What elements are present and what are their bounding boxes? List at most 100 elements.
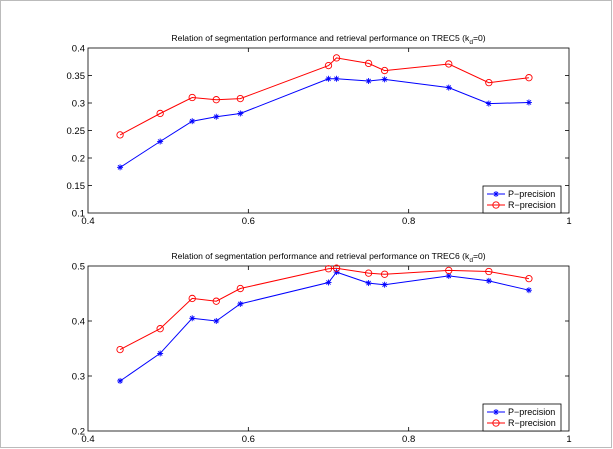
data-point xyxy=(157,138,164,145)
asterisk-stroke xyxy=(334,76,339,82)
data-point xyxy=(237,110,244,117)
asterisk-stroke xyxy=(493,191,499,197)
chart-title-subscript: d xyxy=(469,39,473,46)
asterisk-stroke xyxy=(189,118,195,124)
chart-1: Relation of segmentation performance and… xyxy=(67,33,572,227)
chart-title-main: Relation of segmentation performance and… xyxy=(171,251,470,261)
series-r-precision xyxy=(116,54,533,139)
data-point xyxy=(485,100,492,107)
chart-title-tail: =0) xyxy=(473,33,486,43)
series-line xyxy=(119,271,530,382)
legend-label: R−precision xyxy=(508,418,556,428)
series-line xyxy=(119,267,529,351)
data-point xyxy=(333,75,340,82)
asterisk-stroke xyxy=(326,76,331,82)
asterisk-stroke xyxy=(117,164,123,170)
data-point xyxy=(188,294,196,303)
x-tick-label: 0.8 xyxy=(402,434,415,445)
data-point xyxy=(381,281,388,288)
data-point xyxy=(213,113,220,120)
data-point xyxy=(117,377,124,384)
data-point xyxy=(324,265,333,273)
data-point xyxy=(525,287,532,294)
asterisk-stroke xyxy=(493,409,499,415)
legend-label: P−precision xyxy=(508,407,555,417)
asterisk-stroke xyxy=(366,78,372,84)
legend-label: P−precision xyxy=(508,189,555,199)
x-tick-label: 0.4 xyxy=(81,216,94,227)
y-tick-label: 0.2 xyxy=(72,154,85,165)
data-point xyxy=(237,300,244,307)
data-point xyxy=(325,279,332,286)
data-point xyxy=(333,269,340,276)
asterisk-stroke xyxy=(446,85,452,91)
asterisk-stroke xyxy=(237,111,243,116)
y-tick-label: 0.4 xyxy=(72,44,85,55)
data-point xyxy=(156,325,164,333)
asterisk-stroke xyxy=(157,139,163,144)
asterisk-stroke xyxy=(382,282,388,288)
y-tick-label: 0.1 xyxy=(72,209,85,220)
data-point xyxy=(213,318,220,324)
asterisk-stroke xyxy=(326,280,331,285)
x-tick-label: 1 xyxy=(566,434,571,445)
data-point xyxy=(445,60,453,68)
data-point xyxy=(332,264,341,272)
data-point xyxy=(189,315,196,322)
chart-2: Relation of segmentation performance and… xyxy=(72,251,572,445)
data-point xyxy=(485,79,493,87)
asterisk-stroke xyxy=(189,315,195,321)
data-point xyxy=(188,93,196,102)
x-tick-label: 0.6 xyxy=(242,216,255,227)
asterisk-stroke xyxy=(213,114,219,120)
legend-marker xyxy=(493,409,499,415)
data-point xyxy=(365,280,372,287)
asterisk-stroke xyxy=(334,269,339,275)
asterisk-stroke xyxy=(382,76,388,82)
data-point xyxy=(365,78,372,84)
y-tick-label: 0.5 xyxy=(72,262,85,273)
asterisk-stroke xyxy=(446,273,452,279)
chart-title-tail: =0) xyxy=(473,251,486,261)
data-point xyxy=(189,118,196,125)
axes-box xyxy=(87,265,570,432)
data-point xyxy=(380,66,389,75)
data-point xyxy=(157,350,164,357)
legend-marker xyxy=(492,419,500,427)
series-p-precision xyxy=(117,269,532,384)
x-tick-label: 0.8 xyxy=(402,216,415,227)
data-point xyxy=(156,109,164,118)
asterisk-stroke xyxy=(526,100,532,105)
data-point xyxy=(325,75,332,82)
data-point xyxy=(236,94,244,103)
data-point xyxy=(116,345,124,354)
y-tick-label: 0.4 xyxy=(72,317,85,328)
data-point xyxy=(445,266,453,275)
data-point xyxy=(525,99,532,106)
asterisk-stroke xyxy=(237,301,243,307)
y-tick-label: 0.25 xyxy=(67,126,86,137)
asterisk-stroke xyxy=(157,351,163,356)
y-tick-label: 0.2 xyxy=(72,427,85,438)
asterisk-stroke xyxy=(213,318,219,324)
series-r-precision xyxy=(116,264,533,354)
y-tick-label: 0.3 xyxy=(72,99,85,110)
legend-marker xyxy=(493,191,499,197)
data-point xyxy=(236,284,244,293)
legend-marker xyxy=(492,201,500,209)
asterisk-stroke xyxy=(526,287,532,293)
data-point xyxy=(116,131,124,139)
data-point xyxy=(445,84,452,91)
data-point xyxy=(332,54,341,62)
y-tick-label: 0.15 xyxy=(67,181,86,192)
data-point xyxy=(364,59,373,68)
asterisk-stroke xyxy=(486,278,492,284)
asterisk-stroke xyxy=(117,378,123,384)
legend-label: R−precision xyxy=(508,200,556,210)
data-point xyxy=(525,74,533,82)
axes-box xyxy=(87,47,570,214)
